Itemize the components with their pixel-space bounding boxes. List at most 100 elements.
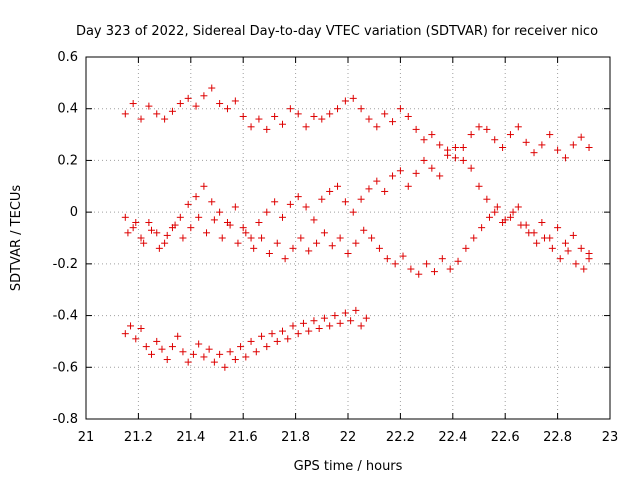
data-point xyxy=(200,92,208,100)
data-point xyxy=(360,226,368,234)
data-point xyxy=(294,330,302,338)
data-point xyxy=(195,213,203,221)
data-point xyxy=(250,244,258,252)
data-point xyxy=(541,234,548,242)
data-point xyxy=(129,100,137,108)
data-point xyxy=(396,167,404,175)
data-point xyxy=(271,198,279,206)
data-point xyxy=(404,182,412,190)
data-point xyxy=(310,317,318,325)
x-tick-label: 22 xyxy=(340,430,357,445)
data-point xyxy=(331,312,339,320)
data-point xyxy=(420,136,428,144)
data-point xyxy=(255,115,263,123)
data-point xyxy=(208,198,216,206)
data-point xyxy=(168,107,176,115)
data-point xyxy=(216,350,224,358)
axis-ticks xyxy=(85,56,611,420)
data-point xyxy=(509,208,517,216)
data-point xyxy=(341,309,349,317)
x-tick-labels: 21 21.2 21.4 21.6 21.8 22 22.2 22.4 22.6 22.8 23 xyxy=(78,430,619,445)
data-point xyxy=(155,244,163,252)
data-point xyxy=(438,255,446,263)
data-point xyxy=(226,348,234,356)
data-point xyxy=(137,234,145,242)
data-point xyxy=(357,322,365,330)
data-point xyxy=(501,216,509,224)
data-point xyxy=(200,353,208,361)
data-point xyxy=(436,141,444,149)
data-point xyxy=(373,123,381,131)
data-point xyxy=(470,234,478,242)
data-point xyxy=(383,255,391,263)
data-point xyxy=(216,100,224,108)
data-point xyxy=(310,216,318,224)
data-point xyxy=(538,141,546,149)
data-point xyxy=(485,213,493,221)
data-point xyxy=(148,226,155,234)
data-point xyxy=(231,356,239,364)
y-tick-label: 0.2 xyxy=(57,153,78,168)
data-point xyxy=(184,200,192,208)
data-point xyxy=(247,337,255,345)
data-point xyxy=(286,105,294,113)
data-point xyxy=(320,314,328,322)
data-point xyxy=(365,185,373,193)
data-point xyxy=(580,265,588,273)
data-point xyxy=(145,102,153,110)
data-point xyxy=(192,102,200,110)
data-point xyxy=(137,325,145,332)
chart-title: Day 323 of 2022, Sidereal Day-to-day VTE… xyxy=(76,24,598,39)
data-point xyxy=(239,224,247,232)
data-point xyxy=(454,257,462,265)
data-point xyxy=(506,131,514,139)
data-point xyxy=(161,239,169,247)
data-point xyxy=(168,343,176,351)
data-point xyxy=(451,144,459,151)
data-point xyxy=(554,224,562,232)
data-points xyxy=(121,84,593,371)
data-point xyxy=(271,112,279,120)
data-point xyxy=(341,198,349,206)
data-point xyxy=(263,208,271,216)
data-point xyxy=(357,195,365,203)
data-point xyxy=(187,224,195,232)
data-point xyxy=(352,306,360,314)
data-point xyxy=(210,216,218,224)
data-point xyxy=(318,115,326,123)
data-point xyxy=(145,218,153,226)
y-axis-label: SDTVAR / TECUs xyxy=(9,185,24,292)
data-point xyxy=(208,84,216,92)
data-point xyxy=(459,156,467,164)
data-point xyxy=(252,348,260,356)
data-point xyxy=(381,110,389,118)
data-point xyxy=(396,105,404,113)
data-point xyxy=(184,94,192,102)
data-point xyxy=(436,172,444,180)
x-tick-label: 22.8 xyxy=(543,430,572,445)
data-point xyxy=(265,250,273,258)
data-point xyxy=(210,358,218,366)
data-point xyxy=(121,110,129,118)
data-point xyxy=(446,265,454,273)
data-point xyxy=(132,335,140,343)
x-tick-label: 22.2 xyxy=(386,430,415,445)
data-point xyxy=(121,213,129,221)
data-point xyxy=(415,270,423,278)
data-point xyxy=(153,229,161,237)
data-point xyxy=(561,154,569,162)
data-point xyxy=(297,234,305,242)
data-point xyxy=(216,208,224,216)
data-point xyxy=(344,250,352,258)
data-point xyxy=(302,123,310,131)
data-point xyxy=(451,154,459,162)
data-point xyxy=(334,105,342,113)
y-tick-label: 0.4 xyxy=(57,102,78,117)
data-point xyxy=(525,229,533,237)
y-tick-label: 0 xyxy=(70,205,78,220)
data-point xyxy=(328,242,336,250)
data-point xyxy=(153,110,161,118)
y-tick-labels: -0.8 -0.6 -0.4 -0.2 0 0.2 0.4 0.6 xyxy=(53,50,78,427)
data-point xyxy=(129,224,137,232)
